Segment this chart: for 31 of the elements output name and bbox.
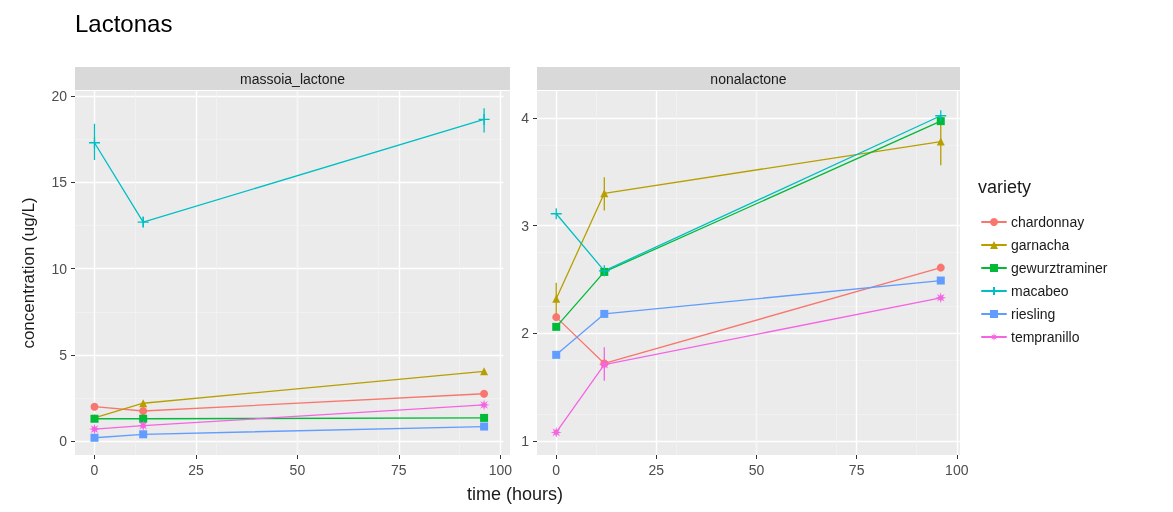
y-tick-label: 3 — [521, 217, 530, 234]
chart-subtitle: massoia_lactone — [239, 71, 346, 87]
y-tick-label: 4 — [521, 109, 530, 126]
y-tick-label: 5 — [59, 346, 68, 363]
legend-label: macabeo — [1011, 283, 1069, 299]
y-tick-label: 1 — [521, 433, 530, 449]
legend-label: gewurztraminer — [1011, 260, 1108, 276]
legend-label: chardonnay — [1011, 214, 1085, 230]
x-tick-label: 100 — [945, 462, 969, 478]
x-tick-label: 50 — [289, 462, 306, 478]
legend-label: tempranillo — [1011, 329, 1080, 345]
x-tick-label: 50 — [748, 462, 765, 478]
x-axis-title: time (hours) — [466, 484, 564, 505]
x-tick-label: 0 — [90, 462, 99, 478]
y-tick-label: 10 — [51, 260, 68, 277]
x-tick-label: 75 — [848, 462, 865, 478]
y-axis-title: concentration (ug/L) — [19, 197, 38, 349]
x-tick-label: 100 — [488, 462, 513, 478]
x-tick-label: 25 — [188, 462, 204, 478]
legend-label: garnacha — [1011, 237, 1070, 253]
x-tick-label: 75 — [391, 462, 407, 478]
y-tick-label: 0 — [59, 433, 68, 450]
legend-title: variety — [978, 177, 1032, 197]
chart-title: Lactonas — [75, 10, 173, 38]
y-tick-label: 2 — [521, 325, 530, 342]
y-tick-label: 15 — [51, 174, 68, 191]
chart-subtitle: nonalactone — [710, 71, 787, 87]
x-tick-label: 25 — [648, 462, 665, 478]
x-tick-label: 0 — [552, 462, 561, 478]
y-tick-label: 20 — [51, 88, 68, 105]
legend-label: riesling — [1011, 306, 1056, 322]
